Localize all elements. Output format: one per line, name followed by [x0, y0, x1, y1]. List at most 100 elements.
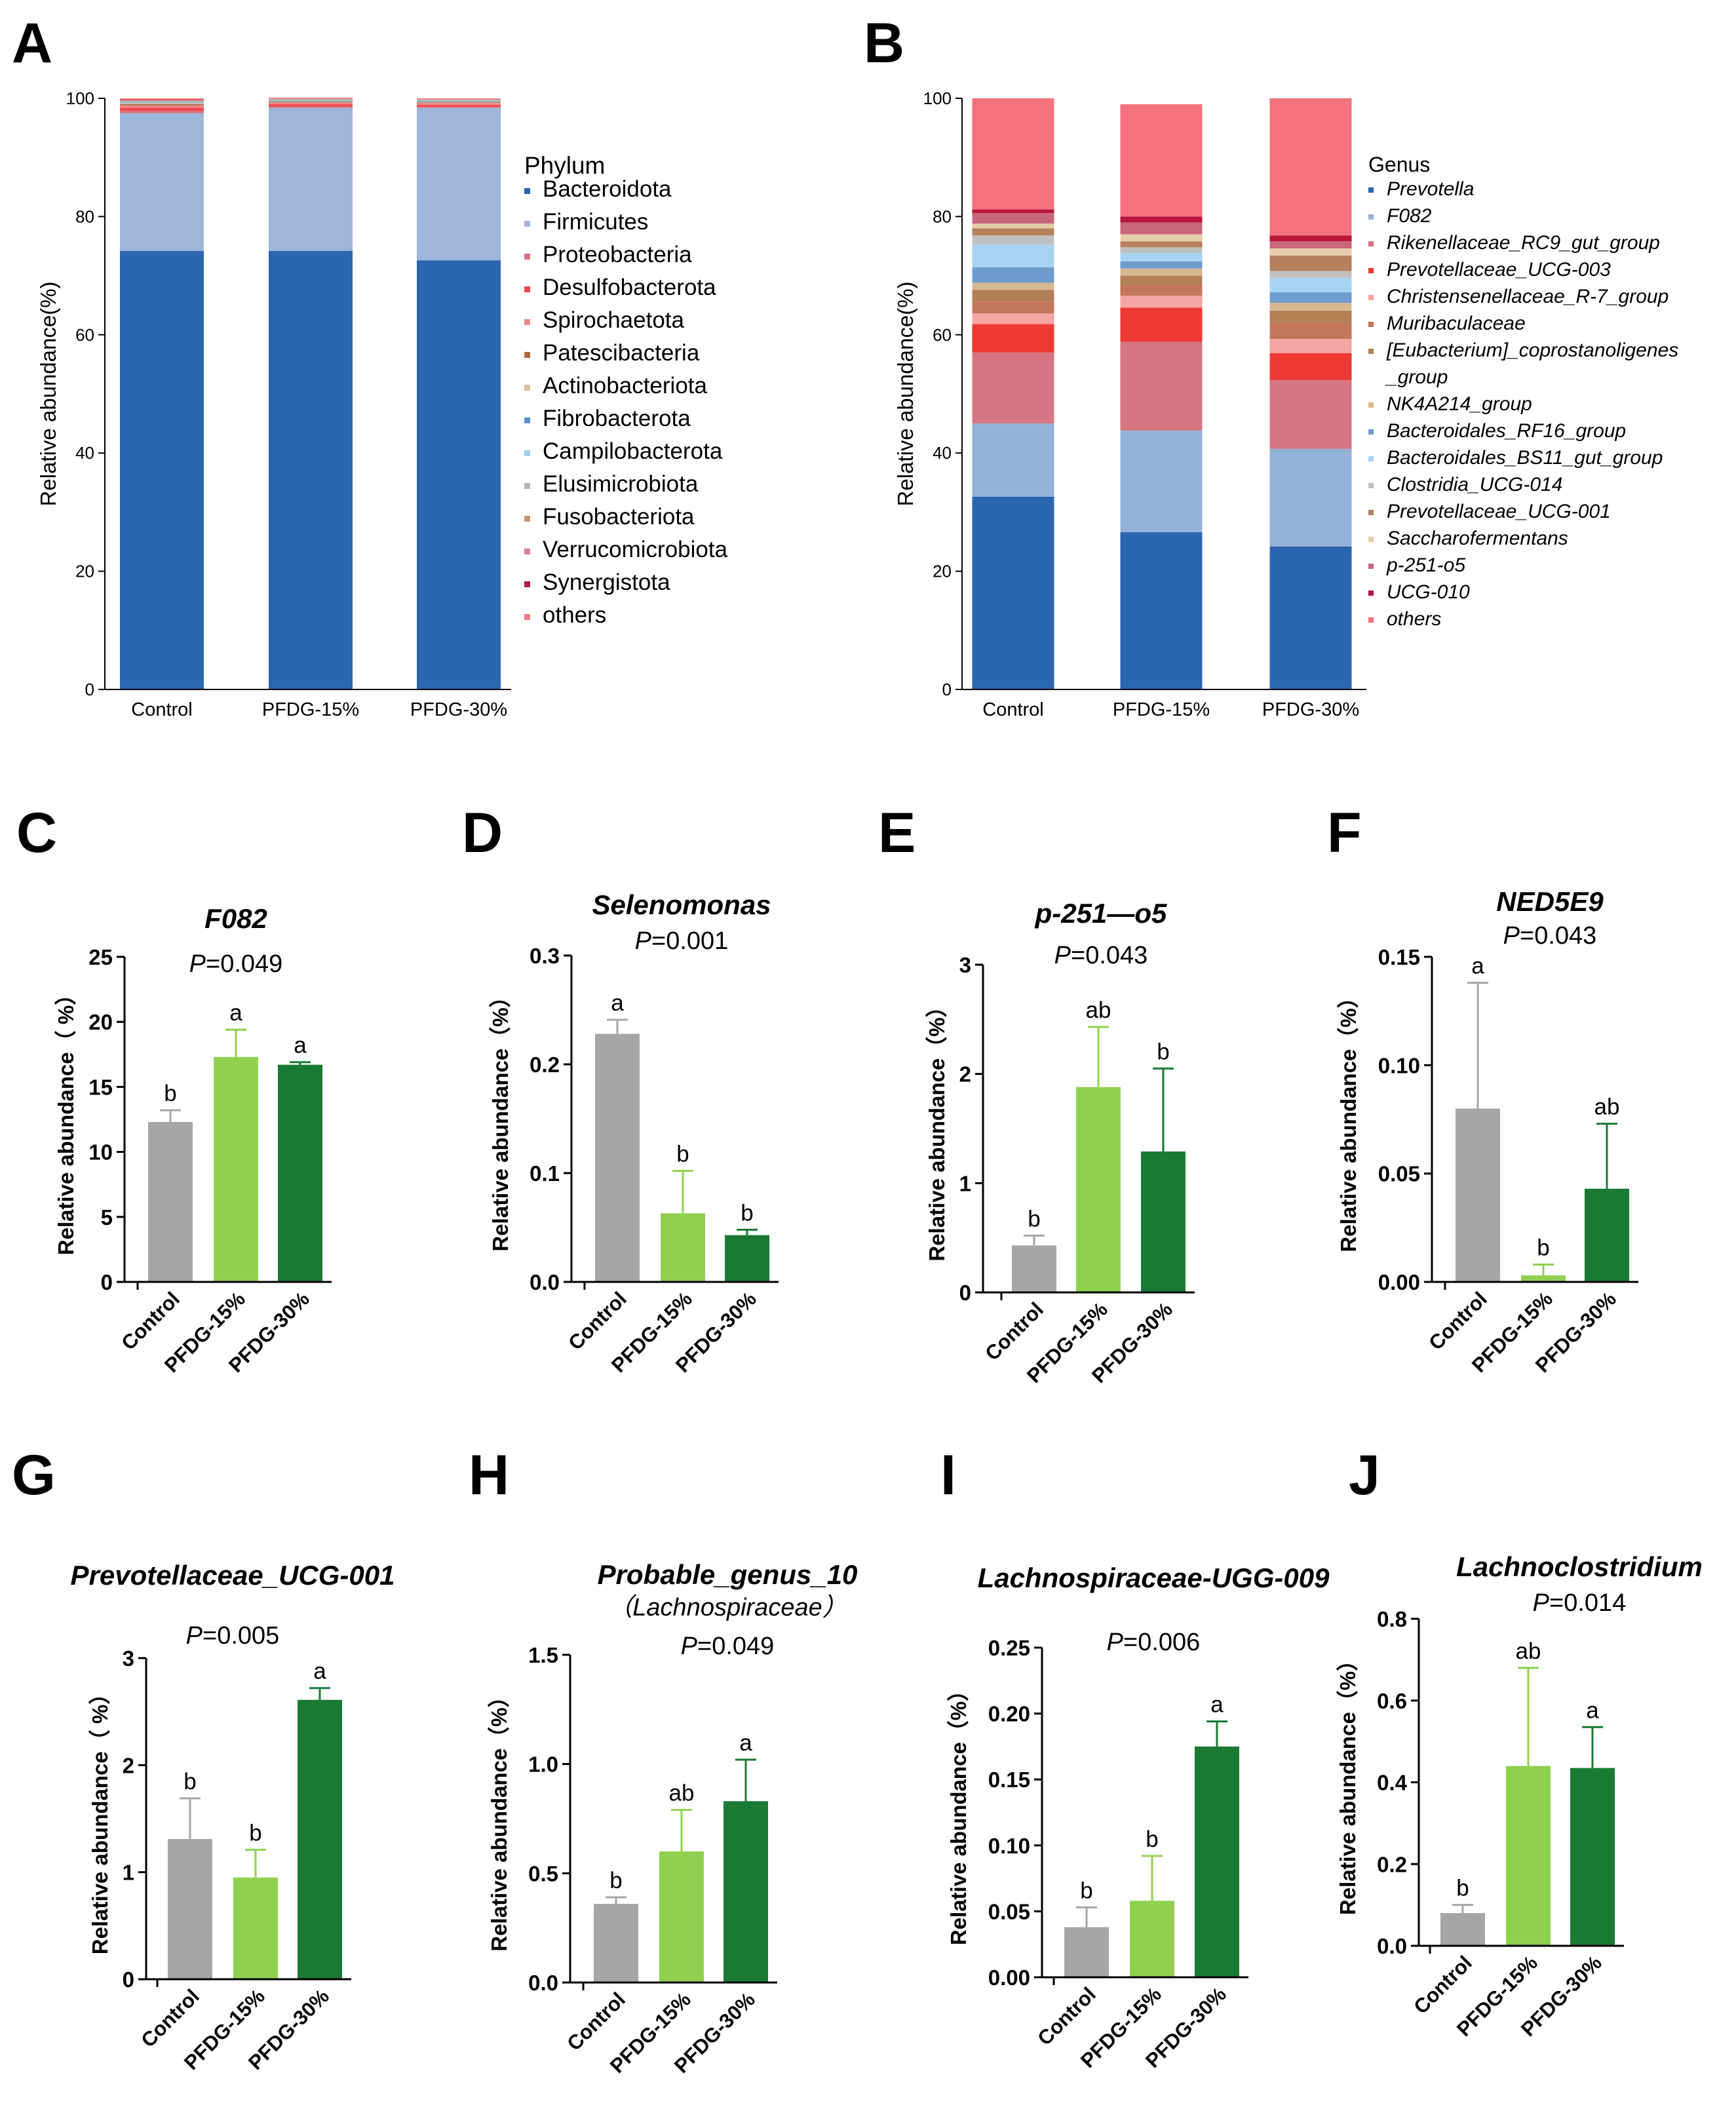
y-tick-label: 40 [75, 443, 94, 463]
p-value: =0.014 [1549, 1589, 1626, 1617]
legend-swatch [524, 417, 530, 423]
stack-segment [972, 223, 1054, 229]
y-tick-label: 0.20 [988, 1702, 1030, 1726]
stack-segment [1120, 285, 1203, 296]
stack-segment [269, 250, 353, 689]
legend-label: Clostridia_UCG-014 [1387, 474, 1562, 495]
significance-letter: b [164, 1081, 176, 1106]
significance-letter: a [611, 990, 624, 1016]
stack-segment [417, 260, 501, 689]
y-axis-label: Relative abundance(%) [893, 281, 917, 506]
y-tick-label: 20 [933, 562, 952, 581]
stack-segment [972, 212, 1054, 224]
chart-title: Prevotellaceae_UCG-001 [71, 1560, 395, 1591]
legend-swatch [1368, 187, 1374, 193]
bar [595, 1034, 640, 1282]
y-tick-label: 0.0 [1377, 1934, 1407, 1958]
bar [1456, 1108, 1500, 1282]
stack-segment [1269, 235, 1352, 242]
y-tick-label: 100 [923, 88, 952, 108]
stack-segment [1269, 310, 1352, 322]
panel-label: J [1349, 1444, 1380, 1507]
significance-letter: a [229, 1000, 242, 1026]
stack-segment [120, 98, 204, 100]
stack-segment [269, 107, 353, 251]
x-tick-label: PFDG-30% [1262, 699, 1359, 720]
legend-label: Verrucomicrobiota [543, 537, 728, 562]
bar [725, 1235, 769, 1282]
panel-label: H [469, 1444, 509, 1507]
legend-swatch [1368, 322, 1374, 327]
bar [594, 1904, 638, 1983]
panel-label: F [1327, 802, 1362, 864]
y-tick-label: 0.25 [988, 1636, 1030, 1660]
significance-letter: b [1537, 1235, 1549, 1261]
bar [214, 1056, 258, 1282]
x-tick-label: Control [562, 1988, 630, 2055]
stack-segment [417, 107, 501, 261]
x-tick-label: PFDG-15% [1113, 699, 1210, 720]
p-symbol: P [1503, 922, 1520, 950]
bar [723, 1801, 768, 1983]
y-tick-label: 0.10 [1378, 1053, 1420, 1077]
y-tick-label: 0 [959, 1281, 971, 1305]
legend-label: p-251-o5 [1386, 554, 1465, 576]
stack-segment [120, 104, 204, 106]
panel-b: B Control PFDG-15% PFDG-30% 0 20 40 60 80 100 Rela… [864, 12, 1678, 720]
legend-label: Campilobacterota [543, 438, 723, 464]
legend-label: Synergistota [543, 570, 670, 595]
stack-segment [417, 106, 501, 108]
p-value: =0.005 [203, 1622, 279, 1650]
bar [1076, 1087, 1121, 1292]
y-tick-label: 0.10 [988, 1834, 1030, 1858]
legend-swatch [524, 614, 530, 620]
bar [1141, 1151, 1186, 1292]
legend-label: Proteobacteria [543, 242, 692, 267]
legend-swatch [524, 581, 530, 587]
legend-title: Phylum [524, 152, 605, 179]
y-tick-label: 20 [88, 1010, 113, 1034]
stack-segment [1269, 339, 1352, 353]
x-tick-label: Control [1424, 1287, 1492, 1355]
panel-d: DSelenomonasP=0.001aControlbPFDG-15%bPFD… [462, 802, 779, 1377]
legend-label: F082 [1387, 205, 1432, 227]
stack-segment [972, 324, 1054, 353]
y-tick-label: 0.1 [530, 1161, 560, 1186]
panel-j: JLachnoclostridiumP=0.014bControlabPFDG-… [1336, 1444, 1703, 2041]
y-tick-label: 3 [123, 1646, 134, 1671]
legend-swatch [1368, 537, 1374, 542]
legend-label: UCG-010 [1387, 581, 1470, 603]
bar [1585, 1188, 1629, 1282]
legend-swatch [1368, 456, 1374, 461]
y-tick-label: 2 [123, 1753, 134, 1777]
chart-title: F082 [204, 903, 267, 934]
p-symbol: P [1054, 942, 1071, 969]
panel-label: C [16, 802, 57, 864]
y-axis-label: Relative abundance（%） [487, 1686, 511, 1951]
y-tick-label: 60 [75, 325, 94, 345]
stack-segment [417, 100, 501, 101]
x-tick-label: Control [1033, 1983, 1100, 2050]
stack-segment [1269, 292, 1352, 303]
p-symbol: P [681, 1633, 698, 1660]
significance-letter: b [1157, 1039, 1169, 1064]
bar [1440, 1913, 1485, 1946]
bar [659, 1851, 704, 1983]
y-tick-label: 15 [88, 1075, 113, 1099]
chart-subtitle: （Lachnospiraceae） [608, 1594, 847, 1621]
legend-swatch [1368, 483, 1374, 488]
legend-swatch [524, 286, 530, 292]
legend-label: Bacteroidales_RF16_group [1387, 420, 1626, 442]
significance-letter: b [1028, 1206, 1040, 1231]
bar [233, 1877, 278, 1979]
legend-label: Prevotellaceae_UCG-001 [1387, 501, 1611, 522]
p-value: =0.049 [206, 950, 282, 978]
significance-letter: b [1080, 1878, 1092, 1903]
stack-segment [417, 104, 501, 107]
legend-swatch [1368, 349, 1374, 354]
legend-swatch [524, 254, 530, 260]
bar [298, 1699, 342, 1979]
y-tick-label: 100 [66, 88, 94, 108]
legend-label: Prevotellaceae_UCG-003 [1387, 259, 1611, 281]
significance-letter: ab [1594, 1094, 1620, 1120]
